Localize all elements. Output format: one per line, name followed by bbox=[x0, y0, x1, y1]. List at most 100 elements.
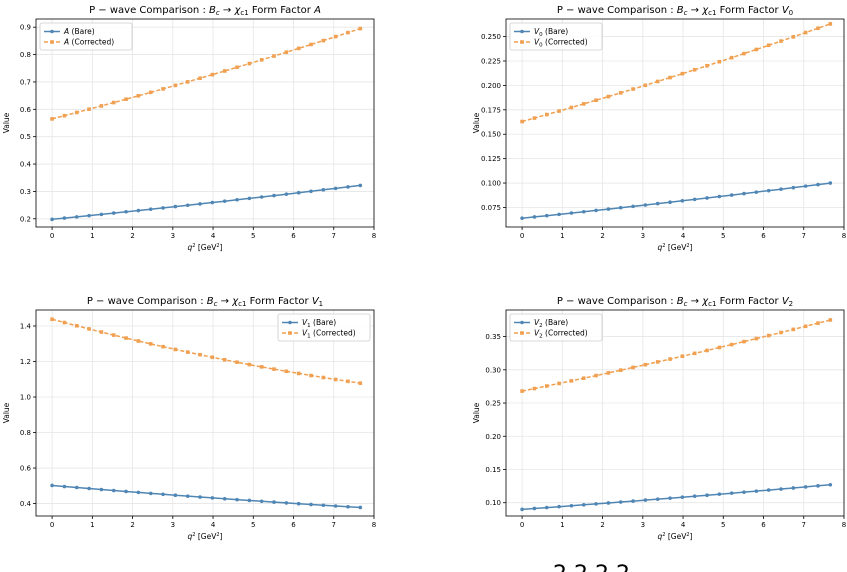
legend: V1 (Bare)V1 (Corrected) bbox=[277, 313, 371, 342]
data-point bbox=[198, 495, 202, 499]
data-point bbox=[717, 194, 722, 199]
data-point bbox=[296, 46, 301, 51]
data-point bbox=[161, 344, 165, 349]
data-point bbox=[791, 185, 796, 190]
plot-frame bbox=[505, 309, 845, 517]
data-point bbox=[520, 507, 524, 512]
y-axis-label: Value bbox=[472, 112, 481, 133]
y-tick-label: 0.250 bbox=[481, 33, 501, 41]
x-tick-label: 4 bbox=[211, 521, 216, 529]
data-point bbox=[124, 210, 128, 214]
data-point bbox=[791, 35, 796, 39]
legend-swatch-marker bbox=[50, 29, 54, 34]
x-tick-label: 8 bbox=[372, 232, 376, 240]
data-point bbox=[692, 351, 697, 356]
series-line bbox=[52, 184, 361, 221]
data-point bbox=[544, 384, 549, 388]
grid bbox=[36, 19, 375, 227]
legend-label: A (Bare) bbox=[63, 27, 95, 36]
data-point bbox=[655, 360, 660, 364]
data-point bbox=[358, 381, 363, 385]
x-tick-label: 2 bbox=[130, 521, 134, 529]
data-point bbox=[136, 490, 141, 495]
x-tick-label: 6 bbox=[761, 232, 766, 240]
data-point bbox=[111, 211, 116, 215]
data-point bbox=[99, 212, 104, 217]
y-tick-label: 0.20 bbox=[485, 433, 501, 441]
data-point bbox=[259, 499, 264, 504]
data-point bbox=[779, 487, 783, 491]
y-tick-label: 0.9 bbox=[20, 24, 31, 32]
data-point bbox=[643, 203, 648, 207]
data-point bbox=[210, 200, 215, 205]
data-point bbox=[346, 30, 350, 35]
data-point bbox=[87, 486, 91, 491]
y-tick-label: 1.4 bbox=[20, 322, 32, 330]
data-point bbox=[309, 373, 313, 378]
x-tick-label: 6 bbox=[761, 521, 766, 529]
data-point bbox=[729, 55, 734, 60]
data-point bbox=[766, 333, 771, 338]
data-point bbox=[333, 34, 338, 39]
data-point bbox=[544, 112, 549, 117]
legend-label: V1 (Corrected) bbox=[302, 329, 356, 340]
data-point bbox=[594, 208, 598, 213]
x-tick-label: 1 bbox=[90, 232, 94, 240]
y-tick-label: 0.8 bbox=[20, 51, 31, 59]
legend-box bbox=[509, 22, 603, 51]
data-point bbox=[828, 318, 833, 322]
data-point bbox=[631, 87, 635, 91]
data-point bbox=[210, 496, 215, 500]
data-point bbox=[173, 83, 178, 88]
data-point bbox=[259, 195, 264, 199]
data-point bbox=[198, 202, 202, 206]
data-point bbox=[828, 482, 833, 487]
y-axis-label: Value bbox=[2, 402, 11, 423]
data-point bbox=[87, 213, 91, 218]
data-point bbox=[148, 491, 153, 496]
data-point bbox=[766, 488, 771, 492]
data-point bbox=[791, 486, 796, 490]
data-point bbox=[235, 497, 239, 502]
data-point bbox=[754, 190, 759, 194]
data-point bbox=[606, 501, 611, 505]
data-point bbox=[581, 376, 586, 381]
data-point bbox=[235, 65, 239, 70]
chart-title: P − wave Comparison : Bc → χc1 Form Fact… bbox=[89, 5, 321, 17]
x-tick-label: 2 bbox=[130, 232, 134, 240]
legend-swatch-marker bbox=[288, 331, 292, 335]
x-tick-label: 7 bbox=[802, 232, 806, 240]
data-point bbox=[532, 116, 537, 120]
y-tick-label: 0.8 bbox=[20, 429, 31, 437]
data-point bbox=[148, 90, 153, 95]
data-point bbox=[124, 489, 128, 494]
data-point bbox=[124, 336, 128, 340]
y-tick-label: 0.3 bbox=[20, 188, 31, 196]
x-tick-label: 8 bbox=[842, 521, 846, 529]
data-point bbox=[680, 495, 685, 499]
x-tick-label: 7 bbox=[332, 232, 336, 240]
data-point bbox=[333, 186, 338, 191]
data-point bbox=[185, 350, 190, 354]
data-point bbox=[247, 61, 252, 66]
data-point bbox=[557, 109, 561, 113]
data-point bbox=[358, 505, 363, 510]
data-point bbox=[358, 26, 363, 31]
y-tick-label: 0.35 bbox=[485, 333, 501, 341]
y-tick-label: 0.5 bbox=[20, 133, 31, 141]
data-point bbox=[816, 182, 820, 187]
data-point bbox=[754, 47, 759, 52]
x-tick-label: 0 bbox=[520, 232, 524, 240]
data-point bbox=[766, 43, 771, 48]
data-point bbox=[284, 501, 289, 505]
series-corrected bbox=[50, 26, 363, 121]
data-point bbox=[729, 491, 734, 495]
data-point bbox=[111, 333, 116, 337]
legend-box bbox=[509, 313, 603, 342]
data-point bbox=[668, 75, 672, 80]
data-point bbox=[50, 217, 54, 222]
data-point bbox=[148, 342, 153, 346]
data-point bbox=[594, 502, 598, 506]
data-point bbox=[680, 354, 685, 359]
x-tick-label: 3 bbox=[171, 521, 175, 529]
